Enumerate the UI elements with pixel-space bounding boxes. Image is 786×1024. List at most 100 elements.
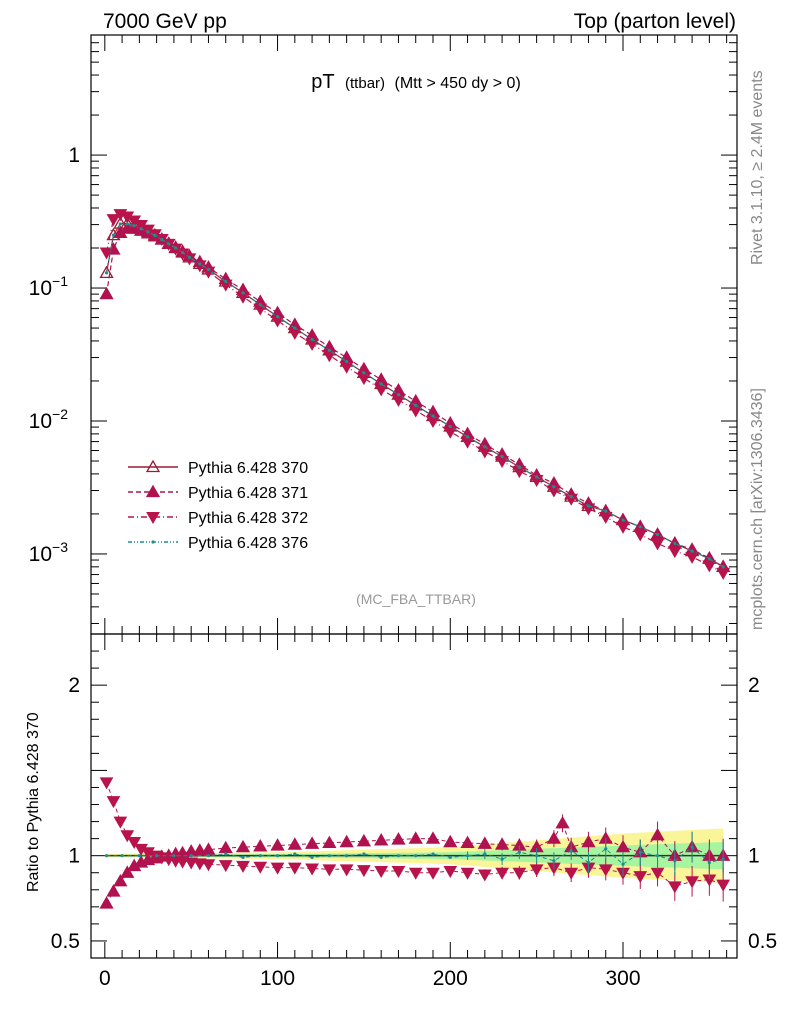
data-point [552,859,556,863]
y-tick-label: 10−3 [29,539,69,566]
y-tick-label: 10−1 [29,273,69,300]
header-left: 7000 GeV pp [103,10,227,33]
data-point [106,884,121,897]
data-point [425,831,441,844]
data-point [305,863,319,876]
data-point [391,866,406,879]
data-point [667,881,682,894]
main-series [99,209,731,580]
x-tick-label: 300 [605,967,640,990]
data-point [673,541,677,546]
data-point [99,896,114,909]
legend-entry: Pythia 6.428 372 [128,510,308,527]
data-point [224,852,228,856]
data-point [707,557,711,561]
data-point [192,858,207,871]
data-point [106,796,121,809]
data-point [189,854,193,858]
ratio-y-tick-label-right: 0.5 [748,930,777,953]
ratio-series [99,777,731,909]
data-point [356,833,372,847]
data-point [293,852,297,856]
data-point [650,538,665,551]
data-point [270,862,285,875]
data-point [655,532,660,537]
x-tick-label: 0 [99,967,111,990]
data-point [431,414,435,418]
data-point [104,271,109,275]
data-point [201,266,216,279]
data-point [655,854,660,858]
data-point [241,291,245,295]
data-point [685,551,699,564]
data-point [120,865,135,878]
data-point [483,445,487,449]
watermark: (MC_FBA_TTBAR) [356,591,476,607]
data-point [180,250,185,255]
data-point [494,837,510,850]
data-point [638,525,642,529]
data-point [673,859,677,863]
data-point [120,830,135,843]
data-point [690,549,694,553]
data-point [258,303,262,307]
series-4 [104,222,725,569]
data-point [431,852,435,856]
main-axis-ticks: 1 10−1 10−2 10−3 [29,34,737,634]
data-point [125,222,129,226]
data-point [241,855,245,859]
title-main: pT [311,71,334,93]
data-point [184,857,199,870]
ratio-series-3 [99,777,731,902]
ratio-frame [90,633,738,959]
data-point [155,854,159,858]
data-point [408,405,423,418]
data-point [477,836,492,849]
data-point [287,327,302,340]
ratio-y-tick-label: 1 [68,845,80,868]
data-point [374,384,389,397]
data-point [500,857,504,861]
data-point [287,837,302,850]
data-point [339,834,354,848]
data-point [258,854,262,858]
mcplots-label: mcplots.cern.ch [arXiv:1306.3436] [749,388,766,630]
data-point [650,827,665,841]
data-point [132,224,136,228]
data-point [293,326,297,330]
data-point [586,860,591,865]
data-point [374,833,389,846]
data-point [564,493,579,506]
data-point [218,840,233,854]
legend-entry: Pythia 6.428 371 [128,484,308,502]
data-point [113,816,128,829]
legend: Pythia 6.428 370 Pythia 6.428 371 Pythia 6… [128,459,308,552]
data-point [465,854,470,858]
data-point [345,854,349,858]
data-point [327,348,331,352]
data-point [615,839,631,853]
data-point [224,279,228,284]
data-point [500,454,504,459]
data-point [690,845,694,849]
data-point [586,504,591,508]
data-point [426,415,440,428]
data-point [201,859,216,872]
data-point [598,864,613,877]
data-point [512,867,527,880]
data-point [111,233,116,237]
data-point [391,832,406,845]
data-point [174,246,178,250]
data-point [218,860,233,873]
series-3 [99,209,731,580]
data-point [235,839,251,853]
data-point [616,521,630,534]
data-point [716,567,731,580]
data-point [270,838,285,851]
ratio-ylabel: Ratio to Pythia 6.428 370 [25,712,42,892]
data-point [339,361,354,374]
data-point [535,854,539,858]
data-point [153,233,157,237]
data-point [99,777,114,790]
data-point [495,867,509,880]
